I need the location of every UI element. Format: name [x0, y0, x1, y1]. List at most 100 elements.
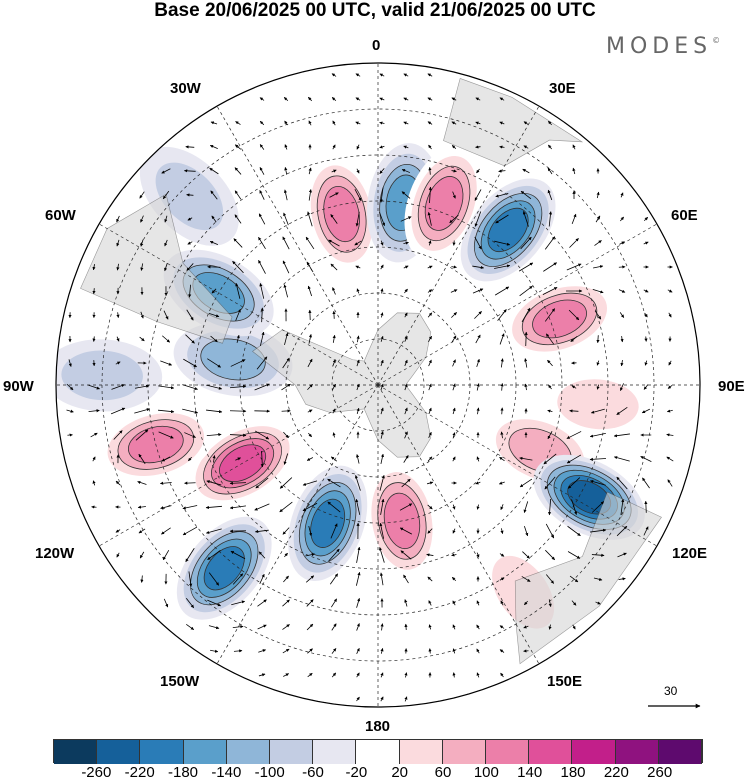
brand-text: MODES: [606, 34, 713, 59]
wind-vector: [229, 433, 247, 437]
wind-vector: [494, 240, 511, 246]
colorbar-tick-label: 220: [603, 764, 629, 781]
wind-vector: [428, 335, 432, 342]
wind-vector: [589, 457, 607, 461]
wind-vector: [427, 212, 432, 226]
wind-vector: [281, 383, 291, 391]
wind-vector: [302, 480, 318, 486]
wind-vector: [426, 553, 434, 557]
wind-vector: [188, 456, 192, 462]
wind-vector: [427, 504, 433, 510]
wind-vector: [259, 331, 265, 347]
wind-vector: [256, 356, 268, 370]
south-america-landmass: [80, 193, 233, 344]
wind-vector: [161, 527, 171, 535]
wind-vector: [476, 672, 480, 678]
wind-vector: [356, 454, 360, 464]
wind-vector: [66, 409, 74, 413]
wind-vector: [644, 500, 648, 513]
colorbar-tick-label: -140: [211, 764, 242, 781]
wind-vector: [476, 168, 480, 174]
wind-vector: [548, 384, 552, 390]
wind-vector: [404, 288, 408, 294]
wind-vector: [450, 289, 458, 293]
wind-vector: [401, 191, 411, 199]
wind-vector: [160, 360, 172, 366]
wind-vector: [667, 289, 673, 293]
wind-vector: [182, 526, 198, 536]
wind-vector: [616, 407, 628, 415]
wind-vector: [185, 598, 195, 608]
wind-vector: [522, 168, 530, 174]
wind-vector: [206, 384, 223, 390]
colorbar-ticks: -260 -220 -180 -140 -100 -60 -20 20 60 100 140 180 2…: [0, 764, 750, 782]
wind-vector: [524, 331, 528, 346]
wind-vector: [500, 358, 504, 368]
wind-vector: [355, 121, 361, 125]
wind-vector: [283, 431, 289, 439]
wind-vector: [254, 503, 270, 511]
wind-vector: [283, 284, 289, 298]
wind-vector: [449, 214, 459, 224]
wind-vector: [666, 433, 674, 437]
colorbar-tick-label: -180: [167, 764, 199, 781]
wind-vector: [307, 285, 313, 297]
wind-vector: [566, 263, 582, 271]
wind-vector: [355, 211, 360, 227]
wind-vector: [380, 335, 384, 342]
colorbar-swatch: [615, 740, 659, 764]
wind-vector: [355, 265, 361, 269]
wind-vector: [428, 144, 432, 150]
wind-vector: [452, 359, 456, 367]
wind-vector: [428, 186, 432, 204]
wind-vector: [495, 193, 509, 198]
wind-vector: [451, 145, 457, 149]
lon-label-150w: 150W: [160, 673, 200, 690]
wind-vector: [234, 167, 242, 175]
wind-vector: [284, 120, 288, 126]
wind-vector: [254, 383, 270, 391]
wind-vector: [590, 408, 605, 414]
wind-vector: [399, 503, 413, 511]
wind-vector: [92, 480, 96, 486]
wind-vector: [475, 481, 481, 485]
wind-vector: [356, 288, 360, 294]
wind-vector: [428, 407, 432, 415]
wind-vector: [451, 335, 457, 343]
wind-vector: [428, 359, 432, 367]
wind-vector: [229, 505, 246, 510]
wind-vector: [451, 169, 457, 173]
wind-vector: [475, 145, 481, 149]
wind-vector: [185, 548, 195, 563]
wind-vector: [380, 288, 384, 294]
wind-vector: [92, 336, 96, 342]
wind-vector: [620, 216, 624, 222]
wind-vector: [186, 309, 194, 321]
wind-vector: [545, 333, 555, 345]
wind-vector: [590, 528, 607, 533]
wind-vector: [356, 597, 361, 608]
wind-vector: [545, 574, 555, 584]
wind-vector: [210, 190, 218, 200]
wind-vector: [282, 648, 290, 654]
wind-vector: [380, 453, 385, 465]
wind-vector: [258, 236, 266, 249]
wind-vector: [542, 287, 558, 295]
wind-vector: [404, 696, 408, 702]
wind-vector: [188, 284, 192, 298]
wind-vector: [233, 238, 243, 248]
wind-vector: [356, 647, 360, 654]
wind-vector: [522, 551, 530, 559]
wind-vector: [307, 96, 313, 102]
wind-vector: [566, 431, 582, 439]
wind-vector: [640, 456, 652, 462]
wind-vector: [404, 672, 408, 678]
wind-vector: [620, 383, 624, 391]
wind-vector: [567, 525, 581, 537]
wind-vector: [379, 73, 385, 77]
wind-vector: [403, 121, 409, 125]
wind-vector: [235, 121, 241, 125]
wind-vector: [518, 262, 534, 272]
wind-vector: [521, 307, 531, 323]
wind-vector: [380, 264, 384, 270]
